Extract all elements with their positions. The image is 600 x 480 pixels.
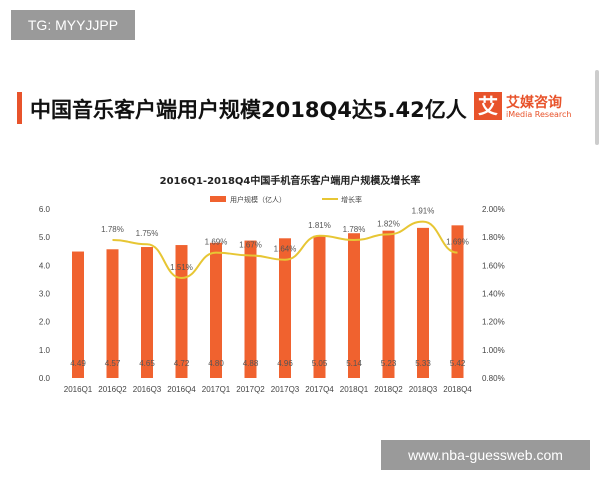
x-tick: 2018Q2 [374, 385, 403, 394]
bar [279, 238, 291, 378]
y-left-tick: 2.0 [39, 318, 51, 327]
line-data-label: 1.51% [170, 263, 193, 272]
y-right-tick: 1.20% [482, 318, 505, 327]
bar-data-label: 5.23 [381, 359, 397, 368]
x-tick: 2017Q1 [202, 385, 231, 394]
y-right-tick: 1.60% [482, 261, 505, 270]
logo-cn: 艾媒咨询 [506, 95, 562, 111]
line-data-label: 1.82% [377, 219, 400, 228]
bar-data-label: 4.80 [208, 359, 224, 368]
bar-data-label: 5.14 [346, 359, 362, 368]
bar [451, 225, 464, 378]
bar [313, 235, 326, 378]
x-tick: 2016Q1 [64, 385, 93, 394]
logo-mark: 艾 [474, 92, 502, 120]
y-left-tick: 0.0 [39, 374, 51, 383]
chart-title: 2016Q1-2018Q4中国手机音乐客户端用户规模及增长率 [160, 174, 421, 187]
bar [348, 233, 360, 378]
bar-data-label: 4.88 [243, 359, 259, 368]
legend-bar-swatch [210, 196, 226, 202]
x-tick: 2017Q4 [305, 385, 334, 394]
bar [72, 251, 84, 378]
tag-label: TG: MYYJJPP [11, 10, 135, 40]
imedia-logo: 艾 艾媒咨询 iMedia Research [474, 92, 594, 126]
growth-line [112, 220, 458, 280]
page-title: 中国音乐客户端用户规模2018Q4达5.42亿人 [30, 98, 467, 122]
y-right-tick: 2.00% [482, 205, 505, 214]
legend-line-label: 增长率 [341, 195, 362, 204]
bar-data-label: 5.42 [450, 359, 466, 368]
legend-bar-label: 用户规模（亿人） [230, 195, 286, 204]
x-tick: 2016Q3 [133, 385, 162, 394]
bar [417, 227, 429, 378]
watermark: www.nba-guessweb.com [381, 440, 590, 470]
y-right-tick: 1.40% [482, 290, 505, 299]
bar-data-label: 4.49 [70, 359, 86, 368]
bar-data-label: 4.57 [105, 359, 121, 368]
bar-data-label: 5.05 [312, 359, 328, 368]
y-left-tick: 5.0 [39, 233, 51, 242]
x-tick: 2017Q2 [236, 385, 265, 394]
line-data-label: 1.91% [412, 207, 435, 216]
bar [210, 242, 222, 378]
bar-data-label: 4.96 [277, 359, 293, 368]
scrollbar[interactable] [595, 70, 599, 145]
title-accent-bar [17, 92, 22, 124]
y-right-tick: 1.00% [482, 346, 505, 355]
chart: 2016Q1-2018Q4中国手机音乐客户端用户规模及增长率 用户规模（亿人） … [39, 174, 505, 394]
line-data-label: 1.78% [343, 225, 366, 234]
bar [141, 247, 153, 378]
line-data-label: 1.75% [136, 229, 159, 238]
x-tick: 2017Q3 [271, 385, 300, 394]
line-data-label: 1.69% [446, 238, 469, 247]
bar [382, 230, 395, 378]
y-left-tick: 4.0 [39, 261, 51, 270]
bar [106, 249, 119, 378]
bar-data-label: 5.33 [415, 359, 431, 368]
line-data-label: 1.64% [274, 245, 297, 254]
bar [244, 240, 257, 378]
x-tick: 2016Q4 [167, 385, 196, 394]
line-data-label: 1.81% [308, 221, 331, 230]
line-data-label: 1.78% [101, 225, 124, 234]
line-data-label: 1.69% [205, 238, 228, 247]
y-right-tick: 1.80% [482, 233, 505, 242]
logo-en: iMedia Research [506, 110, 572, 119]
line-data-label: 1.67% [239, 240, 262, 249]
y-left-tick: 6.0 [39, 205, 51, 214]
y-left-tick: 1.0 [39, 346, 51, 355]
y-right-tick: 0.80% [482, 374, 505, 383]
bar-data-label: 4.72 [174, 359, 190, 368]
x-tick: 2018Q3 [409, 385, 438, 394]
bar-data-label: 4.65 [139, 359, 155, 368]
x-tick: 2018Q4 [443, 385, 472, 394]
x-tick: 2016Q2 [98, 385, 127, 394]
y-left-tick: 3.0 [39, 290, 51, 299]
x-tick: 2018Q1 [340, 385, 369, 394]
